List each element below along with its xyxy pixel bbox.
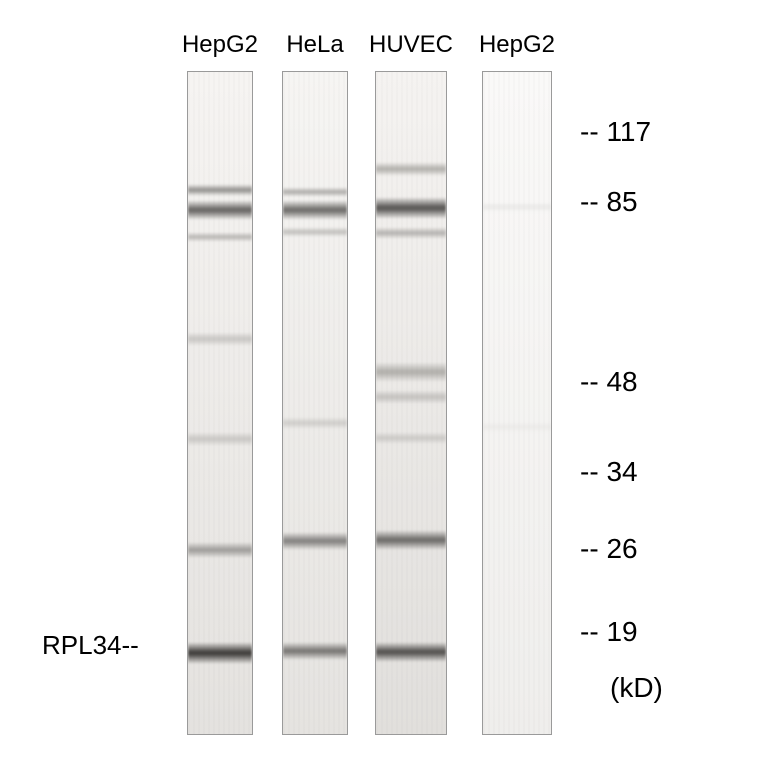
band [188, 642, 252, 664]
mw-marker: -- 117 [580, 116, 651, 148]
lane-noise [283, 72, 347, 734]
band [376, 227, 446, 239]
band [483, 202, 551, 212]
lane-noise [483, 72, 551, 734]
mw-marker: -- 19 [580, 616, 638, 648]
mw-tick: -- [580, 116, 606, 147]
mw-marker: -- 48 [580, 366, 638, 398]
lane-label: HepG2 [476, 31, 558, 59]
band [283, 187, 347, 197]
mw-value: 34 [606, 456, 637, 487]
band [376, 197, 446, 219]
mw-value: 26 [606, 533, 637, 564]
lane-label: HeLa [276, 31, 354, 59]
mw-value: 19 [606, 616, 637, 647]
mw-tick: -- [580, 186, 606, 217]
lane-body [375, 71, 447, 735]
band [376, 390, 446, 404]
band [483, 422, 551, 432]
lane-body [482, 71, 552, 735]
lane-1: HepG2 [180, 0, 260, 764]
mw-value: 117 [606, 116, 651, 147]
band [283, 532, 347, 550]
lane-label: HUVEC [369, 31, 453, 59]
mw-unit: (kD) [610, 672, 663, 704]
lane-2: HeLa [275, 0, 355, 764]
lane-body [187, 71, 253, 735]
band [283, 200, 347, 220]
mw-tick: -- [580, 366, 606, 397]
lane-noise [188, 72, 252, 734]
band [188, 542, 252, 558]
mw-marker: -- 34 [580, 456, 638, 488]
mw-tick: -- [580, 456, 606, 487]
band [376, 162, 446, 176]
lane-3: HUVEC [368, 0, 454, 764]
band [376, 432, 446, 444]
band [283, 642, 347, 660]
band [376, 362, 446, 382]
mw-marker: -- 26 [580, 533, 638, 565]
protein-label: RPL34-- [42, 630, 139, 661]
band [188, 184, 252, 196]
band [188, 200, 252, 220]
band [188, 332, 252, 346]
mw-marker: -- 85 [580, 186, 638, 218]
mw-tick: -- [580, 616, 606, 647]
band [376, 530, 446, 550]
mw-tick: -- [580, 533, 606, 564]
band [283, 227, 347, 237]
mw-value: 85 [606, 186, 637, 217]
band [376, 642, 446, 662]
band [188, 432, 252, 446]
band [188, 232, 252, 242]
blot-figure: HepG2HeLaHUVECHepG2-- 117-- 85-- 48-- 34… [0, 0, 764, 764]
mw-value: 48 [606, 366, 637, 397]
band [283, 417, 347, 429]
lane-4: HepG2 [475, 0, 559, 764]
lane-body [282, 71, 348, 735]
lane-label: HepG2 [181, 31, 259, 59]
